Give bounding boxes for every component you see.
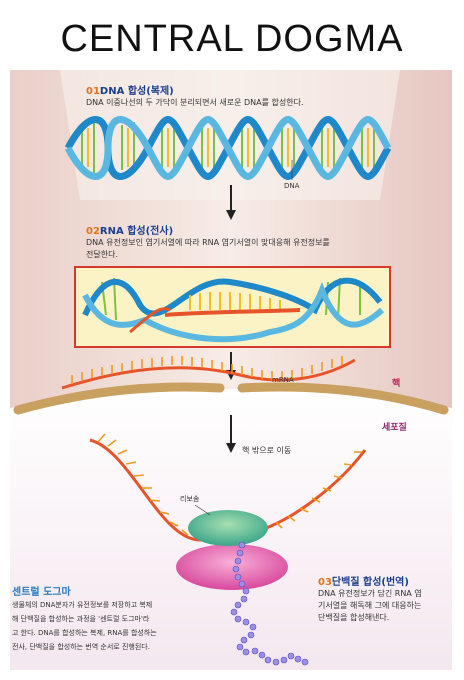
step3-heading-text: 단백질 합성(번역) bbox=[331, 577, 409, 588]
cytoplasm-label: 세포질 bbox=[382, 423, 407, 433]
nuclear-membrane-left bbox=[13, 382, 225, 415]
step3-number: 03 bbox=[318, 577, 332, 588]
sidebar-line4: 전사, 단백질을 합성하는 번역 순서로 진행된다. bbox=[12, 643, 150, 651]
dna-double-helix bbox=[64, 116, 392, 180]
sidebar-line1: 생물체의 DNA분자가 유전정보를 저장하고 복제 bbox=[12, 601, 153, 609]
step3-description-line2: 기서열을 해독해 그에 대응하는 bbox=[318, 601, 422, 610]
step2-heading-text: RNA 합성(전사) bbox=[99, 226, 174, 237]
step3-heading: 03단백질 합성(번역) bbox=[318, 573, 409, 588]
mrna-strand-nucleus bbox=[61, 356, 356, 390]
step2-heading: 02RNA 합성(전사) bbox=[86, 222, 173, 237]
nuclear-membrane-right bbox=[237, 382, 449, 415]
mrna-label: mRNA bbox=[272, 376, 294, 384]
exit-nucleus-label: 핵 밖으로 이동 bbox=[242, 446, 292, 455]
arrow-replication-to-transcription bbox=[226, 185, 236, 220]
arrow-export-from-nucleus bbox=[226, 415, 236, 453]
dna-label: DNA bbox=[284, 182, 300, 190]
step2-description-line2: 전달한다. bbox=[86, 250, 118, 259]
diagram-panel: 01DNA 합성(복제) DNA 이중나선의 두 가닥이 분리되면서 새로운 D… bbox=[10, 70, 452, 670]
sidebar-line3: 고 한다. DNA를 합성하는 복제, RNA를 합성하는 bbox=[12, 629, 157, 637]
step2-description-line1: DNA 유전정보인 염기서열에 따라 RNA 염기서열이 맞대응해 유전정보를 bbox=[86, 238, 330, 247]
nucleus-label: 핵 bbox=[392, 379, 401, 389]
diagram-graphics bbox=[10, 70, 452, 670]
step3-description-line1: DNA 유전정보가 담긴 RNA 염 bbox=[318, 589, 422, 598]
step1-number: 01 bbox=[86, 86, 100, 97]
step1-heading-text: DNA 합성(복제) bbox=[99, 86, 174, 97]
sidebar-line2: 해 단백질을 합성하는 과정을 '센트럴 도그마'라 bbox=[12, 615, 150, 623]
step2-number: 02 bbox=[86, 226, 100, 237]
protein-chain bbox=[230, 541, 309, 666]
transcription-helix bbox=[82, 277, 385, 343]
sidebar-title: 센트럴 도그마 bbox=[12, 587, 71, 598]
ribosome bbox=[176, 510, 288, 590]
step1-heading: 01DNA 합성(복제) bbox=[86, 82, 174, 97]
ribosome-label: 리보솜 bbox=[180, 495, 200, 503]
page-title: CENTRAL DOGMA bbox=[60, 18, 404, 60]
step3-description-line3: 단백질을 합성해낸다. bbox=[318, 613, 390, 622]
step1-description: DNA 이중나선의 두 가닥이 분리되면서 새로운 DNA를 합성한다. bbox=[86, 98, 304, 107]
